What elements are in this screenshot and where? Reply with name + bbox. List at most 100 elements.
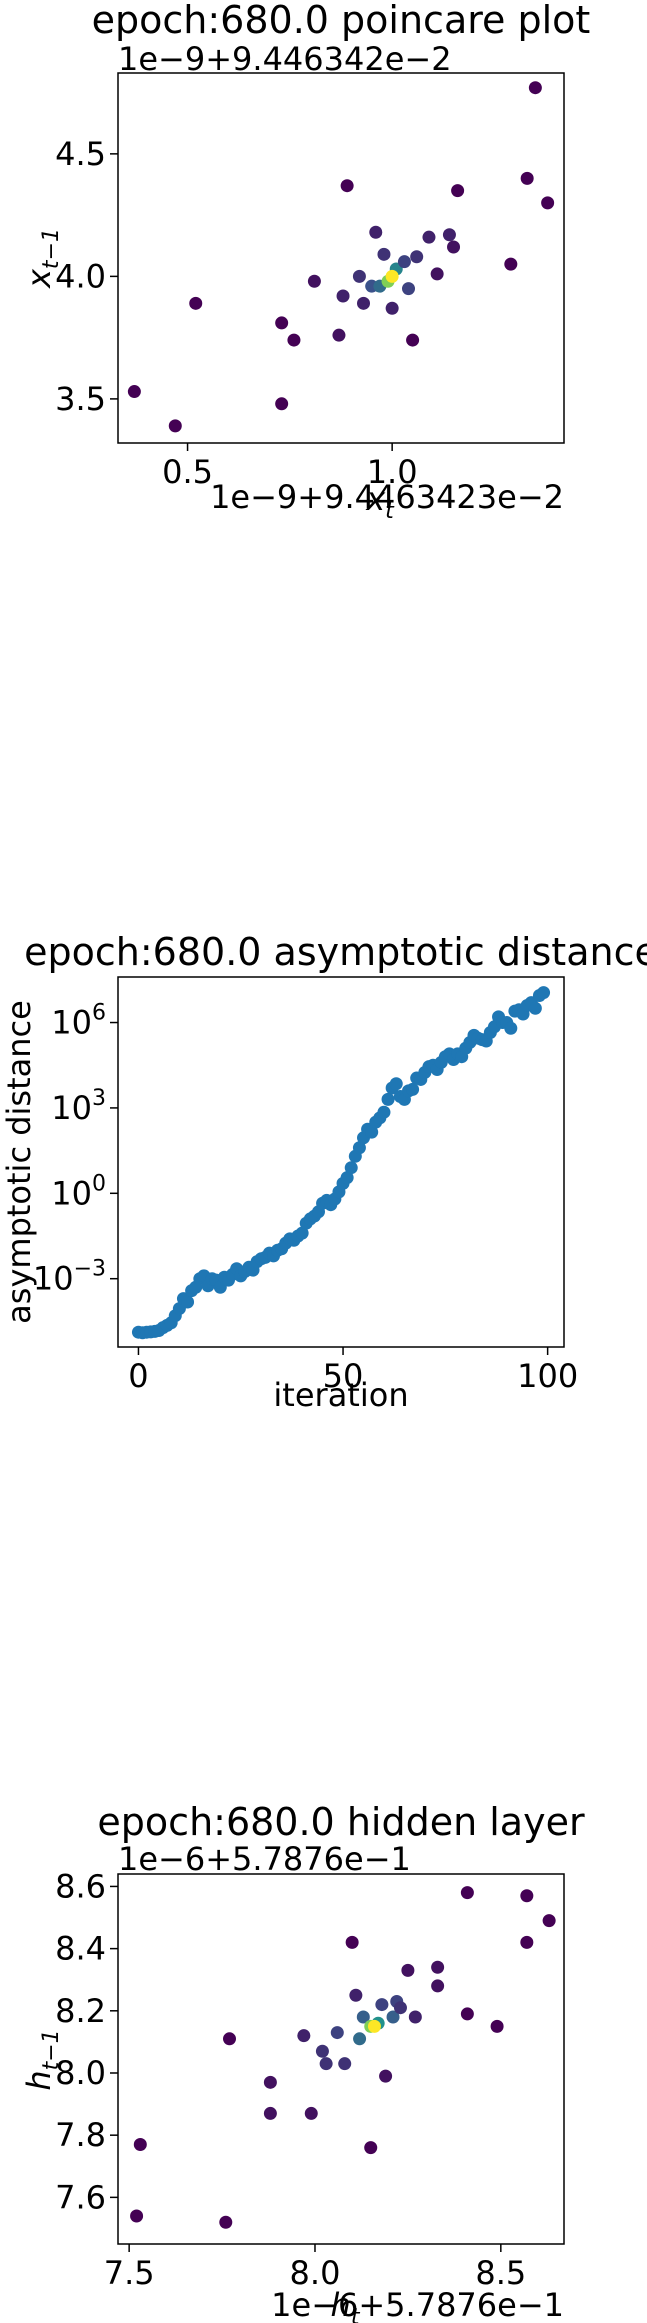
x-tick-label: 100 — [517, 1357, 578, 1395]
x-tick-label: 8.5 — [475, 2254, 526, 2292]
scatter-point — [528, 1001, 542, 1015]
x-axis-ticks: 0 50 100 — [128, 1347, 578, 1395]
scatter-point — [189, 296, 203, 310]
scatter-point — [352, 269, 366, 283]
scatter-point — [275, 397, 289, 411]
y-tick-label: 3.5 — [55, 380, 106, 418]
poincare-panel: epoch:680.0 poincare plot 1e−9+9.446342e… — [20, 0, 590, 524]
y-tick-label: 10−3 — [33, 1257, 106, 1298]
y-axis-ticks: 7.6 7.8 8.0 8.2 8.4 8.6 — [55, 1867, 118, 2216]
scatter-point — [287, 333, 301, 347]
scatter-point — [542, 1914, 556, 1928]
scatter-point — [367, 2019, 381, 2033]
scatter-point — [408, 2010, 422, 2024]
x-tick-label: 7.5 — [104, 2254, 155, 2292]
scatter-point — [364, 2141, 378, 2155]
y-tick-label: 8.0 — [55, 2054, 106, 2092]
x-axis-label: iteration — [273, 1376, 408, 1414]
scatter-point — [410, 250, 424, 264]
scatter-point — [406, 333, 420, 347]
scatter-point — [307, 274, 321, 288]
scatter-point — [332, 328, 346, 342]
y-tick-label: 8.2 — [55, 1992, 106, 2030]
x-offset-text: 1e−6+5.7876e−1 — [271, 2286, 564, 2323]
scatter-point — [379, 2069, 393, 2083]
scatter-point — [345, 1935, 359, 1949]
scatter-point — [223, 2032, 236, 2046]
scatter-point — [442, 228, 456, 242]
y-axis-ticks: 3.5 4.0 4.5 — [55, 135, 118, 418]
y-tick-label: 4.0 — [55, 257, 106, 295]
scatter-point — [389, 1077, 403, 1091]
scatter-point — [402, 282, 416, 296]
scatter-point — [168, 419, 182, 433]
y-axis-ticks: 10−3 100 103 106 — [33, 1001, 118, 1298]
y-tick-label: 106 — [51, 1001, 106, 1042]
scatter-point — [386, 2010, 400, 2024]
scatter-point — [431, 1979, 445, 1993]
scatter-point — [344, 1161, 358, 1175]
y-tick-label: 8.4 — [55, 1930, 106, 1968]
y-offset-text: 1e−9+9.446342e−2 — [118, 40, 452, 78]
scatter-point — [304, 2106, 318, 2120]
scatter-point — [422, 230, 436, 244]
points-layer — [131, 986, 551, 1340]
scatter-point — [263, 2106, 277, 2120]
y-offset-text: 1e−6+5.7876e−1 — [118, 1840, 411, 1878]
chart-title: epoch:680.0 asymptotic distance — [24, 930, 647, 974]
scatter-point — [340, 1171, 354, 1185]
scatter-point — [338, 2057, 352, 2071]
scatter-point — [537, 986, 551, 1000]
asymptotic-panel: epoch:680.0 asymptotic distance 0 50 100 1… — [0, 930, 647, 1414]
scatter-point — [130, 2209, 144, 2223]
scatter-point — [406, 1082, 420, 1096]
scatter-point — [275, 316, 289, 330]
scatter-point — [504, 1021, 518, 1035]
scatter-point — [352, 1141, 366, 1155]
scatter-point — [460, 1886, 474, 1900]
scatter-point — [340, 179, 354, 193]
y-axis-label: ht−1 — [20, 2029, 64, 2090]
x-tick-label: 1.0 — [367, 453, 418, 491]
scatter-point — [385, 301, 399, 315]
plot-area — [117, 1873, 565, 2245]
chart-title: epoch:680.0 poincare plot — [92, 0, 591, 42]
scatter-point — [133, 2138, 147, 2152]
y-axis-label: xt−1 — [20, 228, 64, 289]
scatter-point — [520, 1935, 534, 1949]
scatter-point — [393, 2001, 407, 2015]
scatter-point — [447, 240, 461, 254]
scatter-point — [319, 2057, 333, 2071]
scatter-point — [397, 255, 411, 269]
scatter-point — [263, 2075, 277, 2089]
scatter-point — [520, 171, 534, 185]
scatter-point — [504, 257, 518, 271]
scatter-point — [297, 2029, 311, 2043]
x-tick-label: 0.5 — [162, 453, 213, 491]
hidden-layer-panel: epoch:680.0 hidden layer 1e−6+5.7876e−1 … — [20, 1800, 585, 2323]
scatter-point — [330, 2026, 344, 2040]
scatter-point — [520, 1889, 534, 1903]
y-axis-label: asymptotic distance — [0, 1000, 38, 1324]
scatter-point — [381, 1092, 395, 1106]
plot-area — [117, 72, 565, 444]
scatter-point — [385, 269, 399, 283]
x-tick-label: 50 — [323, 1357, 364, 1395]
x-tick-label: 8.0 — [290, 2254, 341, 2292]
scatter-point — [401, 1963, 415, 1977]
scatter-point — [460, 2007, 474, 2021]
points-layer — [130, 1886, 556, 2229]
scatter-point — [349, 1988, 363, 2002]
scatter-point — [295, 1226, 309, 1240]
chart-title: epoch:680.0 hidden layer — [97, 1800, 585, 1844]
scatter-point — [181, 1295, 195, 1309]
y-tick-label: 100 — [51, 1171, 106, 1212]
x-axis-ticks: 7.5 8.0 8.5 — [104, 2244, 526, 2292]
y-tick-label: 7.8 — [55, 2116, 106, 2154]
scatter-point — [315, 2044, 329, 2058]
x-axis-ticks: 0.5 1.0 — [162, 443, 418, 491]
plot-area — [117, 976, 565, 1348]
scatter-point — [357, 296, 371, 310]
y-tick-label: 7.6 — [55, 2178, 106, 2216]
scatter-point — [219, 2215, 233, 2229]
